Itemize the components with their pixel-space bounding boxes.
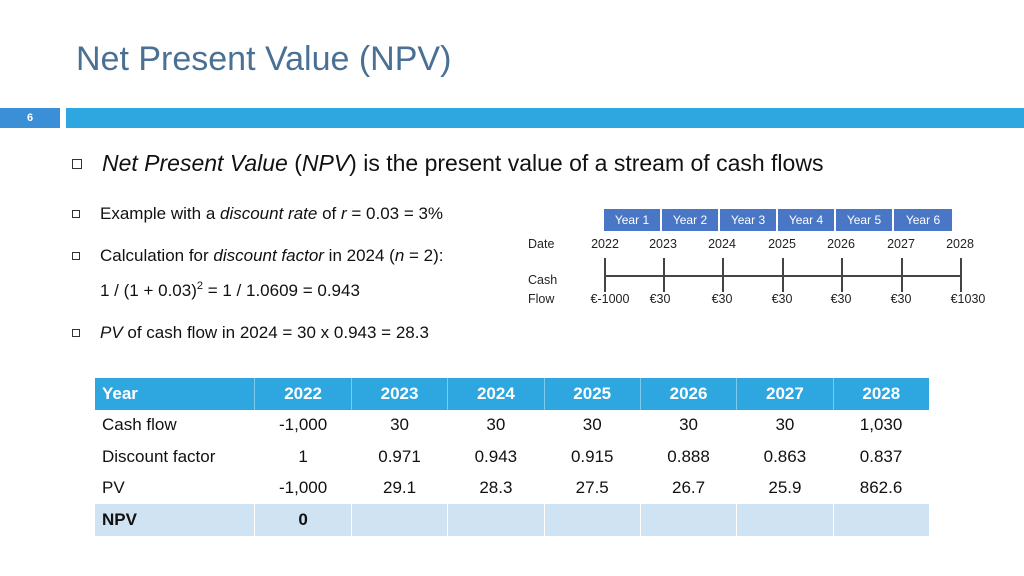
table-cell: 30 <box>736 409 834 441</box>
table-cell: 26.7 <box>640 472 737 504</box>
npv-table: Year 2022 2023 2024 2025 2026 2027 2028 … <box>95 378 929 536</box>
year-cell: Year 2 <box>662 209 720 231</box>
table-row: Discount factor 1 0.971 0.943 0.915 0.88… <box>95 441 929 473</box>
table-cell <box>640 504 738 536</box>
year-cell: Year 6 <box>894 209 952 231</box>
table-cell <box>447 504 545 536</box>
table-row: Cash flow -1,000 30 30 30 30 30 1,030 <box>95 409 929 441</box>
table-cell: Discount factor <box>95 441 255 473</box>
header-cell: 2028 <box>833 378 929 410</box>
header-cell: 2025 <box>544 378 641 410</box>
timeline-date: 2025 <box>768 237 796 251</box>
table-cell <box>544 504 641 536</box>
table-cell: 0.888 <box>640 441 737 473</box>
timeline-tick <box>901 258 903 292</box>
table-cell <box>833 504 929 536</box>
npv-abbr: NPV <box>301 150 350 176</box>
year-cell: Year 4 <box>778 209 836 231</box>
table-cell: 1 <box>254 441 352 473</box>
timeline-tick <box>841 258 843 292</box>
year-cell: Year 5 <box>836 209 894 231</box>
table-cell: 862.6 <box>833 472 929 504</box>
cash-label: Cash <box>528 273 558 287</box>
year-cell: Year 3 <box>720 209 778 231</box>
header-cell: 2022 <box>254 378 352 410</box>
table-cell: Cash flow <box>95 409 255 441</box>
bullet-square-icon <box>72 252 80 260</box>
header-cell: 2024 <box>447 378 545 410</box>
timeline-tick <box>722 258 724 292</box>
table-cell: 0.971 <box>351 441 448 473</box>
table-cell: 1,030 <box>833 409 929 441</box>
table-cell: -1,000 <box>254 472 352 504</box>
timeline-flow: €30 <box>890 292 912 306</box>
timeline-date: 2027 <box>887 237 915 251</box>
table-cell <box>351 504 449 536</box>
header-cell: Year <box>95 378 256 410</box>
bullet-square-icon <box>72 329 80 337</box>
table-row: PV -1,000 29.1 28.3 27.5 26.7 25.9 862.6 <box>95 472 929 504</box>
timeline-tick <box>960 258 962 292</box>
table-cell <box>736 504 834 536</box>
timeline-date: 2024 <box>708 237 736 251</box>
bullet-square-icon <box>72 159 82 169</box>
table-cell: 25.9 <box>736 472 834 504</box>
timeline-flow: €-1000 <box>590 292 630 306</box>
npv-term: Net Present Value <box>102 150 288 176</box>
table-cell: 0.837 <box>833 441 929 473</box>
npv-row: NPV 0 <box>95 504 929 536</box>
page-title: Net Present Value (NPV) <box>76 40 452 78</box>
table-cell: 30 <box>544 409 641 441</box>
header-band <box>66 108 1024 128</box>
timeline-flow: €30 <box>711 292 733 306</box>
year-cell: Year 1 <box>604 209 662 231</box>
timeline-date: 2022 <box>591 237 619 251</box>
timeline-flow: €30 <box>649 292 671 306</box>
table-cell: 29.1 <box>351 472 448 504</box>
table-cell: 30 <box>351 409 448 441</box>
date-label: Date <box>528 237 555 251</box>
table-cell: 30 <box>447 409 545 441</box>
table-cell: 0.943 <box>447 441 545 473</box>
cash-flow-timeline: Year 1 Year 2 Year 3 Year 4 Year 5 Year … <box>520 206 1000 316</box>
table-cell: 0.863 <box>736 441 834 473</box>
table-cell: PV <box>95 472 255 504</box>
table-cell: -1,000 <box>254 409 352 441</box>
table-cell: 30 <box>640 409 737 441</box>
table-header-row: Year 2022 2023 2024 2025 2026 2027 2028 <box>95 378 929 410</box>
slide-number: 6 <box>0 108 60 128</box>
timeline-tick <box>604 258 606 292</box>
npv-value: 0 <box>254 504 352 536</box>
table-cell: 0.915 <box>544 441 641 473</box>
timeline-date: 2023 <box>649 237 677 251</box>
bullet-square-icon <box>72 210 80 218</box>
year-bar: Year 1 Year 2 Year 3 Year 4 Year 5 Year … <box>604 209 952 231</box>
header-cell: 2027 <box>736 378 834 410</box>
timeline-flow: €30 <box>830 292 852 306</box>
flow-label: Flow <box>528 292 555 306</box>
timeline-flow: €1030 <box>950 292 986 306</box>
npv-label: NPV <box>95 504 256 536</box>
timeline-flow: €30 <box>771 292 793 306</box>
timeline-tick <box>663 258 665 292</box>
header-cell: 2026 <box>640 378 738 410</box>
timeline-date: 2028 <box>946 237 974 251</box>
timeline-tick <box>782 258 784 292</box>
table-cell: 28.3 <box>447 472 545 504</box>
header-cell: 2023 <box>351 378 449 410</box>
timeline-date: 2026 <box>827 237 855 251</box>
table-cell: 27.5 <box>544 472 641 504</box>
